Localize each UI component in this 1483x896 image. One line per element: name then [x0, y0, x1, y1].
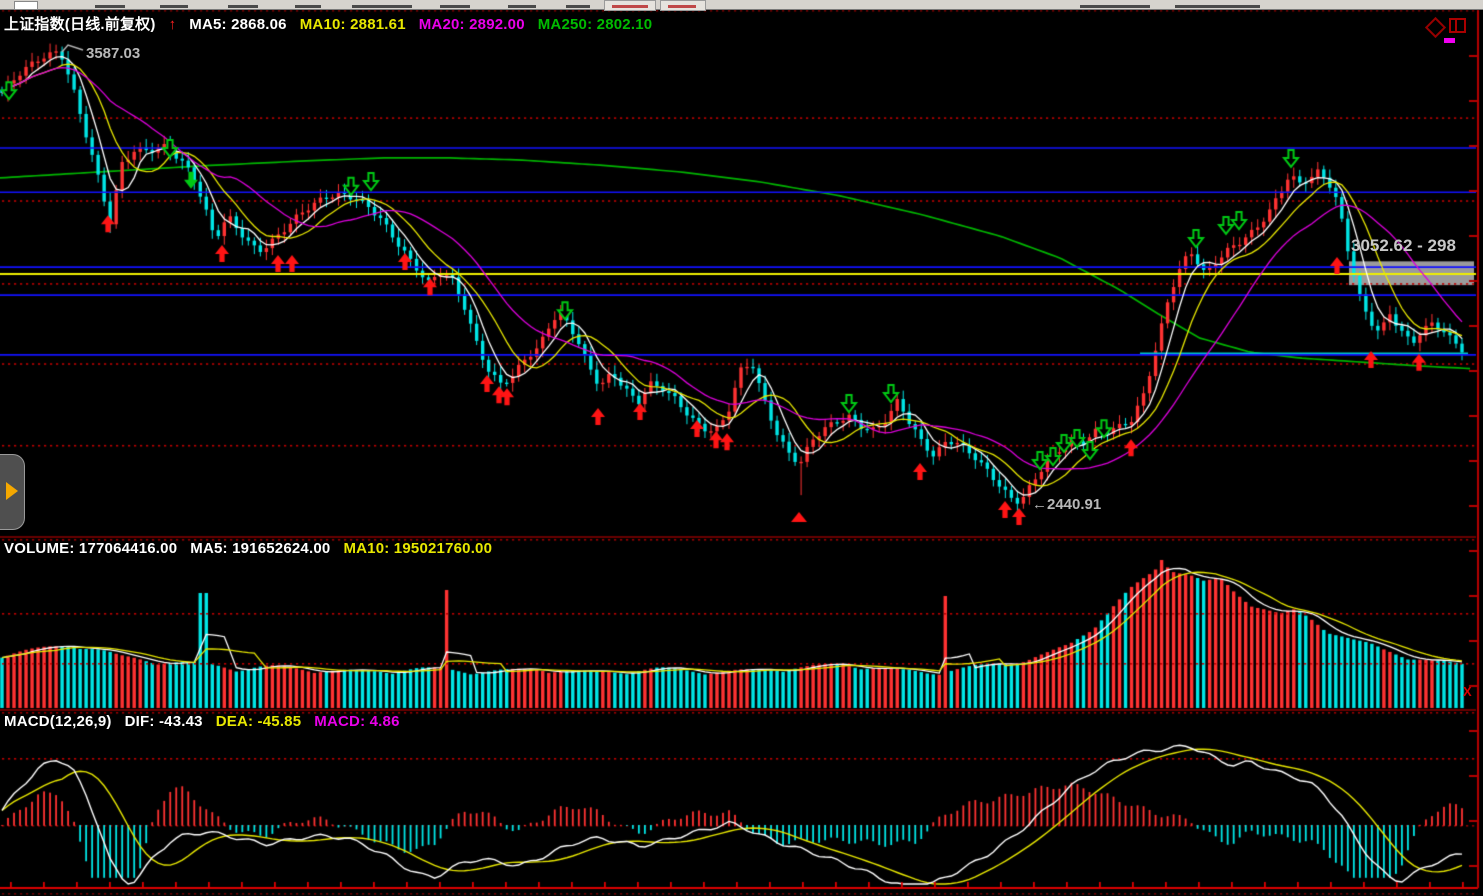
- indicator-label: MA20: 2892.00: [418, 16, 525, 33]
- menu-text-stub-red: [612, 5, 648, 8]
- indicator-label: ↑: [168, 16, 177, 33]
- menu-text-stub: [508, 5, 536, 8]
- split-window-icon[interactable]: [1449, 18, 1466, 33]
- trough-price-label: ←2440.91: [1032, 496, 1102, 513]
- indicator-label: VOLUME: 177064416.00: [4, 540, 178, 557]
- axis-x-label: X: [1463, 684, 1472, 699]
- menu-text-stub: [295, 5, 321, 8]
- menu-text-stub-red: [668, 5, 696, 8]
- menu-text-stub: [160, 5, 188, 8]
- menu-text-stub: [1080, 5, 1150, 8]
- menu-text-stub: [95, 5, 125, 8]
- indicator-label: DIF: -43.43: [124, 713, 203, 730]
- main-chart-header: 上证指数(日线.前复权) ↑ MA5: 2868.06 MA10: 2881.61 MA…: [4, 13, 665, 34]
- volume-header: VOLUME: 177064416.00 MA5: 191652624.00 MA1…: [4, 540, 505, 557]
- indicator-label: MA5: 191652624.00: [190, 540, 331, 557]
- menubar-window-icon: [14, 1, 38, 10]
- menu-text-stub: [352, 5, 412, 8]
- menu-text-stub: [228, 5, 258, 8]
- menu-text-stub: [566, 5, 590, 8]
- indicator-label: MACD(12,26,9): [4, 713, 112, 730]
- menubar[interactable]: [0, 0, 1483, 11]
- sidebar-toggle-tab[interactable]: [0, 454, 25, 530]
- macd-header: MACD(12,26,9) DIF: -43.43 DEA: -45.85 MACD:…: [4, 713, 413, 730]
- magenta-marker: [1444, 38, 1455, 43]
- indicator-label: MA250: 2802.10: [537, 16, 653, 33]
- peak-price-label: 3587.03: [86, 45, 141, 62]
- indicator-label: MACD: 4.86: [314, 713, 400, 730]
- expand-arrow-icon: [6, 482, 18, 500]
- split-window-icon-divider: [1455, 20, 1457, 31]
- indicator-label: MA5: 2868.06: [189, 16, 287, 33]
- indicator-label: MA10: 195021760.00: [343, 540, 493, 557]
- range-measure-label: 3052.62 - 298: [1351, 236, 1456, 255]
- indicator-label: 上证指数(日线.前复权): [4, 16, 156, 33]
- indicator-label: MA10: 2881.61: [299, 16, 406, 33]
- menu-text-stub: [1175, 5, 1260, 8]
- indicator-label: DEA: -45.85: [215, 713, 302, 730]
- menu-text-stub: [440, 5, 470, 8]
